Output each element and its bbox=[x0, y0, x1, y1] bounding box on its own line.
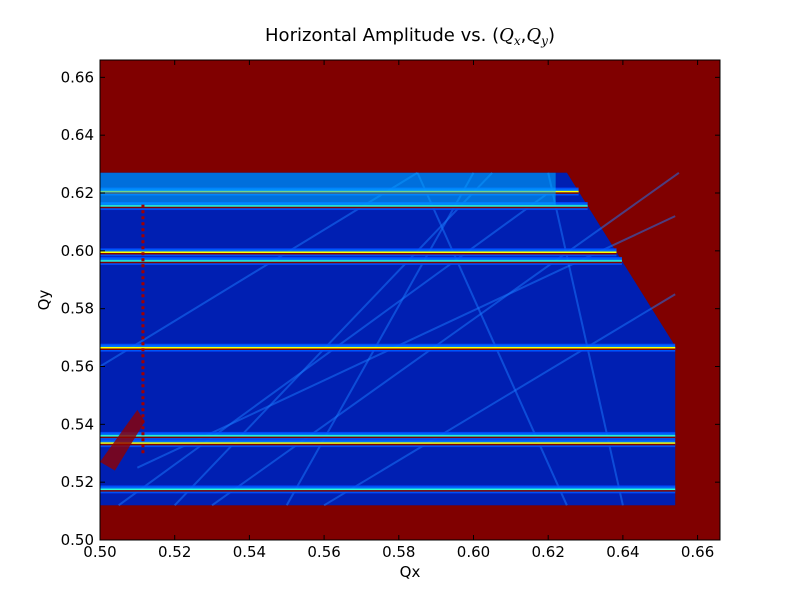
x-tick-label: 0.52 bbox=[158, 543, 191, 561]
resonance-lines bbox=[100, 172, 676, 494]
upper-edge-band bbox=[100, 172, 556, 205]
y-axis-label: Qy bbox=[35, 290, 53, 311]
y-tick-label: 0.66 bbox=[61, 68, 94, 86]
y-tick-label: 0.62 bbox=[61, 184, 94, 202]
x-tick-label: 0.56 bbox=[307, 543, 340, 561]
y-tick-label: 0.58 bbox=[61, 300, 94, 318]
y-tick-label: 0.56 bbox=[61, 358, 94, 376]
y-tick-label: 0.52 bbox=[61, 473, 94, 491]
x-tick-label: 0.66 bbox=[681, 543, 714, 561]
plot-frame bbox=[99, 59, 721, 541]
stable-region-texture bbox=[100, 171, 680, 507]
diagonal-resonance bbox=[323, 293, 676, 507]
x-axis: 0.50 0.52 0.54 0.56 0.58 0.60 0.62 0.64 0.66 bbox=[83, 60, 714, 561]
x-tick-label: 0.58 bbox=[382, 543, 415, 561]
diagonal-resonance bbox=[416, 172, 568, 506]
x-axis-label: Qx bbox=[400, 563, 421, 581]
x-tick-label: 0.62 bbox=[531, 543, 564, 561]
chart-title: Horizontal Amplitude vs. (Qx,Qy) bbox=[265, 25, 555, 48]
y-tick-label: 0.60 bbox=[61, 242, 94, 260]
y-tick-label: 0.64 bbox=[61, 126, 94, 144]
diagonal-resonance bbox=[173, 172, 493, 506]
x-tick-label: 0.64 bbox=[606, 543, 639, 561]
x-tick-label: 0.54 bbox=[233, 543, 266, 561]
y-axis: 0.50 0.52 0.54 0.56 0.58 0.60 0.62 0.64 0.66 bbox=[61, 68, 720, 549]
diagonal-resonance bbox=[211, 171, 680, 507]
diagonal-resonance bbox=[547, 172, 624, 506]
x-tick-label: 0.50 bbox=[83, 543, 116, 561]
y-tick-label: 0.50 bbox=[61, 531, 94, 549]
heatmap-image bbox=[100, 60, 720, 540]
x-tick-label: 0.60 bbox=[457, 543, 490, 561]
lower-left-smear bbox=[100, 409, 145, 471]
y-tick-label: 0.54 bbox=[61, 415, 94, 433]
